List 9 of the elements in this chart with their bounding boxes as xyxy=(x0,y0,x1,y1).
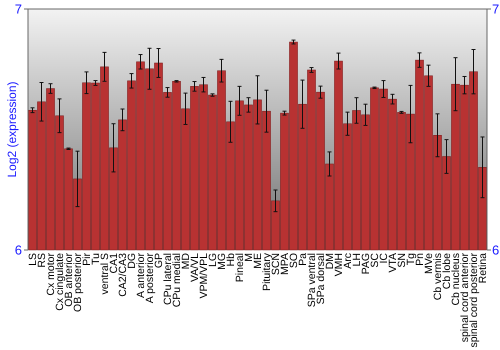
x-tick-label: Tg xyxy=(405,252,418,266)
x-tick-label: RS xyxy=(36,253,48,268)
y-axis-title: Log2 (expression) xyxy=(5,81,20,178)
y2-tick-label: 6 xyxy=(492,242,500,258)
y2-tick-label: 7 xyxy=(492,2,500,17)
x-tick-label: OB posterior xyxy=(72,252,84,312)
x-tick-label: DG xyxy=(126,253,138,269)
x-tick-label: MVe xyxy=(423,252,436,274)
x-tick-label: A posterior xyxy=(144,252,156,304)
